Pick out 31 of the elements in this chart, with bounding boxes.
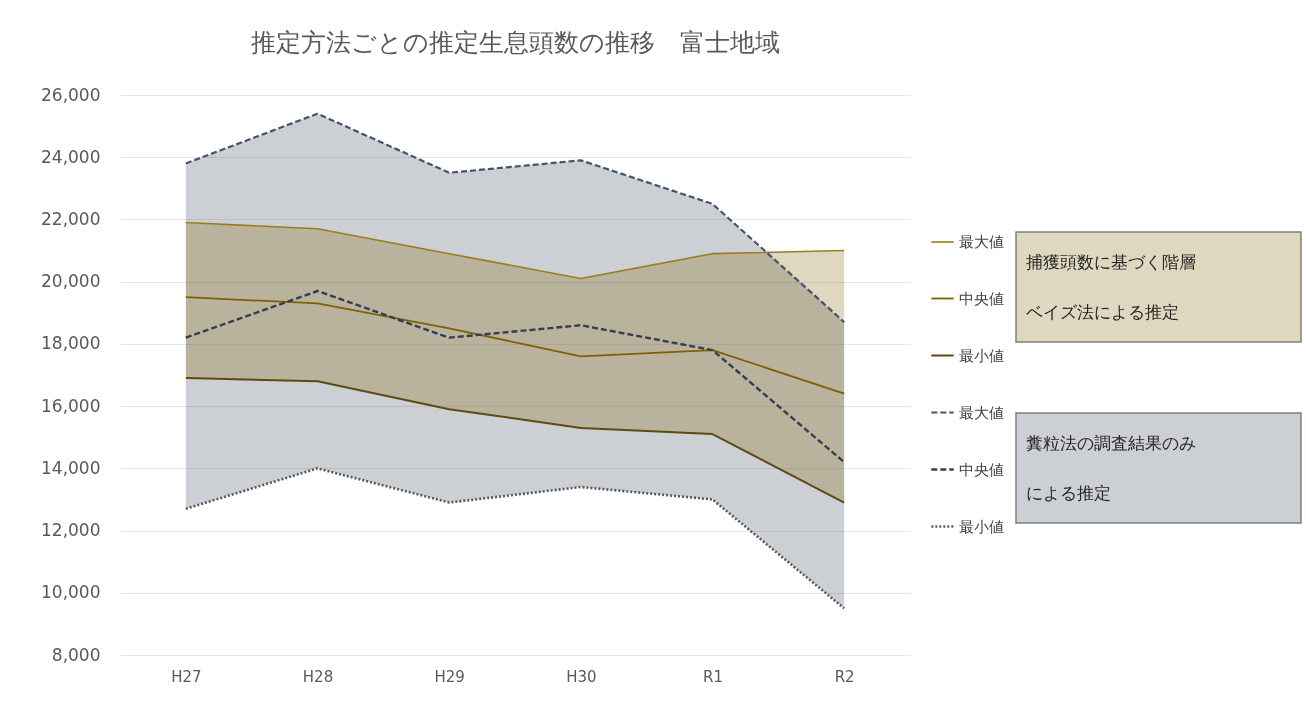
x-tick-label: H27 bbox=[171, 667, 202, 686]
y-tick-label: 22,000 bbox=[41, 208, 101, 229]
line-series bbox=[184, 467, 846, 610]
x-tick-label: H30 bbox=[566, 667, 597, 686]
legend-label: 中央値 bbox=[959, 460, 1004, 479]
line-series bbox=[184, 296, 846, 395]
y-tick-label: 24,000 bbox=[41, 146, 101, 167]
y-tick-label: 26,000 bbox=[41, 84, 101, 105]
chart-title: 推定方法ごとの推定生息頭数の推移 富士地域 bbox=[250, 28, 780, 57]
line-series bbox=[184, 112, 846, 324]
y-tick-label: 10,000 bbox=[41, 582, 101, 603]
y-tick-label: 12,000 bbox=[41, 520, 101, 541]
x-tick-label: H29 bbox=[434, 667, 465, 686]
text: 糞粒法の調査結果のみによる推定 bbox=[1026, 433, 1196, 503]
y-tick-label: 18,000 bbox=[41, 333, 101, 354]
y-tick-label: 8,000 bbox=[51, 644, 101, 665]
text: 捕獲頭数に基づく階層ベイズ法による推定 bbox=[1026, 252, 1196, 322]
line-series bbox=[185, 221, 845, 280]
legend-label: 最大値 bbox=[959, 233, 1004, 251]
legend-label: 中央値 bbox=[959, 289, 1004, 308]
line-series bbox=[184, 289, 846, 464]
y-tick-label: 20,000 bbox=[41, 271, 101, 292]
legend-label: 最大値 bbox=[959, 403, 1004, 422]
y-tick-label: 14,000 bbox=[41, 457, 101, 478]
x-tick-label: R1 bbox=[703, 667, 723, 686]
x-tick-label: R2 bbox=[834, 667, 855, 686]
line-series bbox=[184, 377, 846, 504]
legend-label: 最小値 bbox=[959, 346, 1004, 365]
x-tick-label: H28 bbox=[302, 667, 334, 686]
y-tick-label: 16,000 bbox=[41, 395, 101, 416]
legend-label: 最小値 bbox=[959, 517, 1004, 536]
